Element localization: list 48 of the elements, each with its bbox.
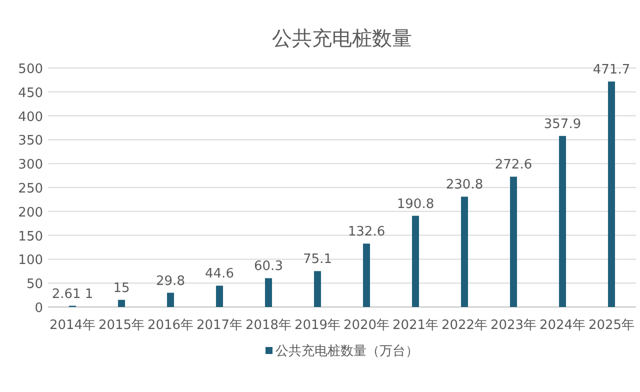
data-label: 75.1 [303, 252, 332, 268]
bar [608, 82, 615, 307]
y-tick-label: 50 [26, 277, 43, 292]
bar [314, 271, 321, 307]
y-tick-label: 450 [18, 86, 43, 101]
bar [118, 300, 125, 307]
x-tick-label: 2022年 [441, 318, 488, 333]
bar [559, 136, 566, 307]
x-tick-label: 2015年 [98, 318, 145, 333]
data-label: 44.6 [205, 266, 234, 282]
bar [167, 292, 174, 307]
y-tick-label: 250 [18, 182, 43, 196]
y-tick-label: 200 [18, 205, 43, 220]
y-tick-label: 150 [18, 229, 43, 244]
x-tick-label: 2017年 [196, 318, 243, 333]
data-label: 230.8 [446, 178, 484, 193]
data-label: 29.8 [156, 274, 185, 289]
data-label: 60.3 [254, 259, 283, 274]
x-tick-label: 2020年 [343, 318, 390, 333]
x-tick-label: 2024年 [539, 318, 586, 333]
x-tick-label: 2018年 [245, 318, 292, 333]
data-label: 15 [113, 280, 130, 296]
bar [216, 286, 223, 307]
bar [412, 216, 419, 307]
y-tick-label: 350 [18, 134, 43, 149]
data-label: 132.6 [348, 224, 386, 240]
x-tick-label: 2016年 [147, 318, 194, 333]
x-tick-label: 2023年 [490, 318, 537, 333]
bar [363, 244, 370, 307]
x-tick-label: 2014年 [49, 318, 96, 333]
legend-label: 公共充电桩数量（万台） [276, 344, 418, 359]
bar [265, 278, 272, 307]
data-label: 357.9 [544, 116, 582, 132]
y-tick-label: 400 [18, 110, 43, 125]
data-label: 2.61 1 [52, 286, 94, 302]
data-label: 272.6 [494, 158, 532, 173]
bar [510, 176, 517, 307]
data-label: 471.7 [592, 62, 630, 78]
y-tick-label: 500 [18, 62, 43, 77]
y-tick-label: 300 [18, 158, 43, 173]
data-label: 190.8 [396, 196, 434, 212]
x-tick-label: 2021年 [392, 318, 439, 333]
bar [461, 196, 468, 307]
chart-title: 公共充电桩数量 [272, 26, 412, 50]
y-tick-label: 100 [18, 253, 43, 268]
x-tick-label: 2019年 [294, 318, 341, 333]
x-tick-label: 2025年 [588, 318, 635, 333]
y-tick-label: 0 [34, 301, 43, 316]
